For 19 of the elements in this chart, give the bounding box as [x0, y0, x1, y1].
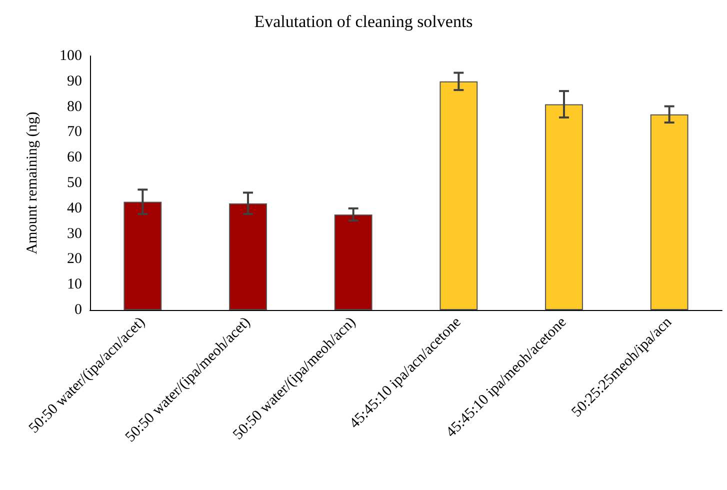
bar: [545, 104, 583, 310]
chart-title: Evalutation of cleaning solvents: [254, 12, 473, 31]
y-tick-label: 30: [67, 226, 82, 242]
y-axis-title: Amount remaining (ng): [24, 112, 40, 254]
y-tick-label: 100: [60, 48, 82, 64]
y-tick-label: 80: [67, 98, 82, 115]
y-tick-label: 60: [67, 150, 82, 166]
bar: [229, 203, 267, 310]
y-tick-label: 50: [67, 175, 82, 191]
y-tick-label: 70: [67, 124, 82, 140]
bar: [334, 214, 372, 310]
y-tick-label: 20: [67, 251, 82, 268]
y-tick-label: 0: [74, 302, 82, 318]
y-tick-label: 10: [67, 276, 82, 293]
bar: [124, 202, 162, 310]
bar: [440, 81, 478, 310]
y-tick-label: 90: [67, 73, 82, 90]
y-tick-label: 40: [67, 200, 82, 216]
bar: [650, 114, 688, 310]
